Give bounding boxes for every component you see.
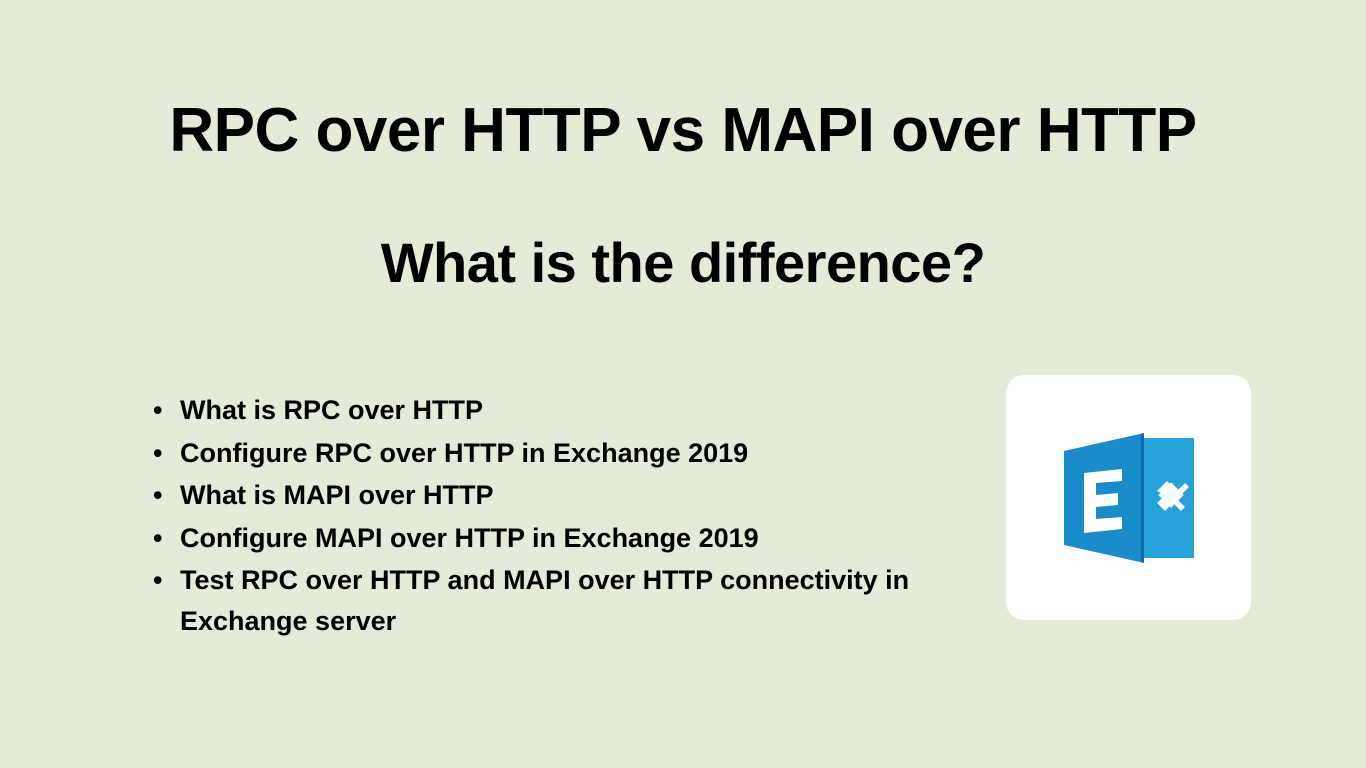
- icon-container: [1006, 375, 1251, 620]
- topic-list: What is RPC over HTTP Configure RPC over…: [145, 390, 925, 643]
- list-item: What is RPC over HTTP: [145, 390, 925, 431]
- list-item: Configure RPC over HTTP in Exchange 2019: [145, 433, 925, 474]
- exchange-icon: [1049, 423, 1209, 573]
- list-item: Configure MAPI over HTTP in Exchange 201…: [145, 518, 925, 559]
- list-item: Test RPC over HTTP and MAPI over HTTP co…: [145, 560, 925, 641]
- page-title-main: RPC over HTTP vs MAPI over HTTP: [0, 95, 1366, 166]
- page-title-sub: What is the difference?: [0, 230, 1366, 295]
- list-item: What is MAPI over HTTP: [145, 475, 925, 516]
